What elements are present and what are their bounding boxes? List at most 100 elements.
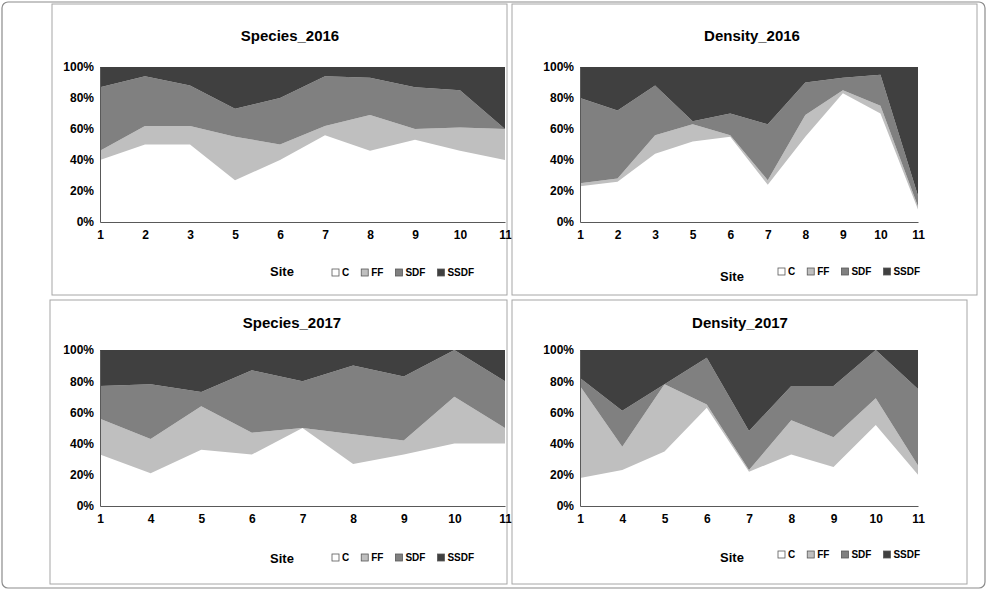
- x-tick: 2: [142, 222, 149, 242]
- y-tick-label: 0%: [77, 499, 95, 513]
- y-tick-label: 0%: [557, 499, 575, 513]
- legend: C FF SDF SSDF: [778, 266, 920, 277]
- x-tick: 10: [874, 222, 888, 242]
- x-tick: 8: [367, 222, 374, 242]
- x-tick: 3: [187, 222, 194, 242]
- legend-label: FF: [371, 267, 383, 278]
- legend-item: C: [778, 266, 795, 277]
- y-tick-label: 60%: [550, 406, 574, 420]
- legend-label: C: [788, 266, 795, 277]
- y-tick-label: 100%: [543, 60, 574, 74]
- y-tick-label: 100%: [543, 343, 574, 357]
- legend-item: SDF: [841, 266, 871, 277]
- panel-frame: [52, 4, 507, 295]
- y-axis: 0%20%40%60%80%100%: [543, 60, 580, 229]
- legend-swatch: [437, 269, 444, 276]
- y-tick: 40%: [70, 153, 100, 167]
- y-tick-label: 80%: [70, 91, 94, 105]
- y-tick-label: 0%: [77, 215, 95, 229]
- x-tick-label: 11: [912, 512, 925, 526]
- legend-swatch: [841, 268, 848, 275]
- area-series: [580, 67, 918, 196]
- x-tick-label: 5: [662, 512, 669, 526]
- x-tick-label: 6: [704, 512, 711, 526]
- x-tick: 11: [912, 506, 925, 526]
- legend-item: FF: [361, 267, 383, 278]
- y-tick: 80%: [70, 375, 100, 389]
- x-tick-label: 2: [142, 228, 149, 242]
- chart-title: Density_2017: [692, 314, 788, 331]
- legend-item: C: [778, 549, 795, 560]
- x-tick-label: 6: [277, 228, 284, 242]
- panel: 0%20%40%60%80%100%14567891011Density_201…: [512, 300, 967, 584]
- x-tick: 6: [249, 506, 256, 526]
- legend-label: SSDF: [447, 552, 474, 563]
- x-axis-title: Site: [720, 269, 744, 284]
- legend-item: SSDF: [437, 267, 474, 278]
- area-series: [100, 67, 505, 129]
- y-axis: 0%20%40%60%80%100%: [63, 343, 100, 513]
- y-tick: 40%: [70, 437, 100, 451]
- y-tick: 40%: [550, 153, 580, 167]
- x-tick: 9: [401, 506, 408, 526]
- legend-label: C: [342, 552, 349, 563]
- legend-label: FF: [371, 552, 383, 563]
- x-axis: 1 2 3 5 6 7 8 9 10 11: [97, 222, 512, 242]
- x-tick: 1: [97, 222, 104, 242]
- y-tick-label: 20%: [70, 184, 94, 198]
- x-tick-label: 3: [187, 228, 194, 242]
- y-tick: 60%: [70, 122, 100, 136]
- figure: 0%20%40%60%80%100%123567891011Species_20…: [0, 0, 988, 591]
- y-axis: 0%20%40%60%80%100%: [63, 60, 100, 229]
- x-tick: 9: [831, 506, 838, 526]
- legend-item: FF: [807, 266, 829, 277]
- x-tick-label: 1: [577, 512, 584, 526]
- y-tick-label: 20%: [550, 184, 574, 198]
- y-tick: 40%: [550, 437, 580, 451]
- plot-area: [580, 67, 918, 222]
- legend-item: SSDF: [883, 266, 920, 277]
- legend-label: SDF: [405, 267, 425, 278]
- x-tick: 5: [662, 506, 669, 526]
- x-tick-label: 4: [619, 512, 626, 526]
- legend-item: FF: [361, 552, 383, 563]
- x-tick: 11: [499, 506, 512, 526]
- legend-item: SDF: [395, 552, 425, 563]
- x-tick: 7: [300, 506, 307, 526]
- x-tick-label: 2: [615, 228, 622, 242]
- y-tick-label: 40%: [550, 437, 574, 451]
- x-tick: 4: [619, 506, 626, 526]
- x-tick-label: 8: [350, 512, 357, 526]
- area-series: [100, 350, 505, 392]
- y-axis-line: [100, 351, 101, 507]
- y-tick: 20%: [70, 184, 100, 198]
- area-series: [100, 135, 505, 222]
- x-tick-label: 10: [454, 228, 468, 242]
- x-tick: 8: [350, 506, 357, 526]
- x-axis: 14567891011: [577, 506, 925, 526]
- x-axis: 14567891011: [97, 506, 512, 526]
- y-axis-line: [580, 68, 581, 223]
- legend-swatch: [395, 269, 402, 276]
- x-tick-label: 11: [499, 228, 512, 242]
- x-tick: 6: [727, 222, 734, 242]
- x-tick: 7: [322, 222, 329, 242]
- y-tick: 80%: [70, 91, 100, 105]
- y-tick-label: 40%: [550, 153, 574, 167]
- panel-frame: [512, 4, 977, 295]
- plot-area: [100, 67, 505, 222]
- x-tick-label: 11: [912, 228, 925, 242]
- legend-swatch: [883, 268, 890, 275]
- x-tick-label: 9: [412, 228, 419, 242]
- x-tick-label: 7: [765, 228, 772, 242]
- legend-item: SDF: [841, 549, 871, 560]
- y-tick: 60%: [550, 122, 580, 136]
- legend-label: C: [788, 549, 795, 560]
- panel: 0%20%40%60%80%100%123567891011Species_20…: [52, 4, 512, 295]
- x-tick: 5: [232, 222, 239, 242]
- legend-label: SSDF: [893, 266, 920, 277]
- x-tick: 9: [412, 222, 419, 242]
- x-tick: 7: [765, 222, 772, 242]
- x-tick: 5: [690, 222, 697, 242]
- y-tick: 20%: [70, 468, 100, 482]
